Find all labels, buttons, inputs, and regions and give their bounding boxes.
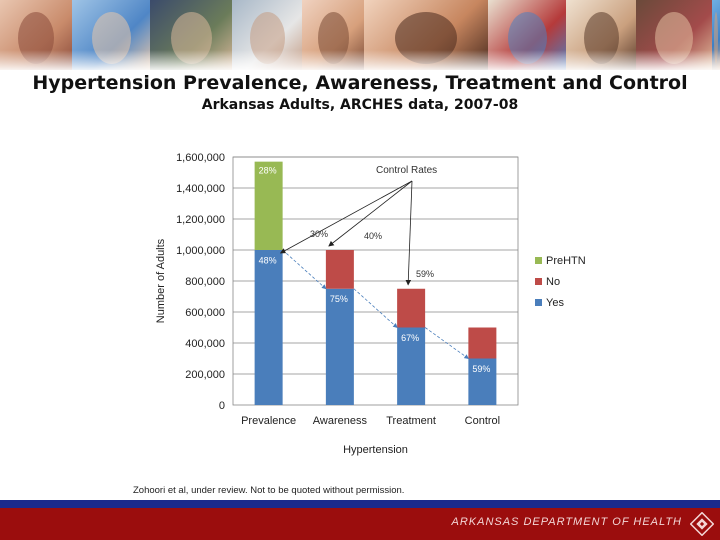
bar-percent-label: 48% <box>259 255 277 265</box>
y-tick-label: 1,400,000 <box>176 183 225 195</box>
girl-helmet-photo <box>712 0 720 70</box>
bar-yes-prevalence <box>254 250 283 405</box>
footer-blue-stripe <box>0 500 720 508</box>
dashed-connector <box>282 249 327 290</box>
bars <box>254 161 497 405</box>
legend: PreHTN No Yes <box>535 255 586 309</box>
bar-prehtn-prevalence <box>254 161 283 250</box>
control-rates-title: Control Rates <box>376 165 437 176</box>
bar-percent-labels: 28% 48% 75% 67% 59% <box>259 165 491 373</box>
y-tick-label: 1,200,000 <box>176 214 225 226</box>
dashed-connectors <box>282 249 470 359</box>
page-title: Hypertension Prevalence, Awareness, Trea… <box>32 72 688 94</box>
control-rate-label: 40% <box>364 231 382 241</box>
y-tick-label: 1,600,000 <box>176 152 225 164</box>
stacked-bar-chart: 0 200,000 400,000 600,000 800,000 1,000,000 1,… <box>155 152 586 456</box>
y-tick-label: 800,000 <box>185 276 225 288</box>
x-tick-label: Awareness <box>313 415 368 427</box>
legend-label: PreHTN <box>546 255 586 267</box>
bar-yes-control <box>468 358 497 405</box>
control-rate-label: 59% <box>416 269 434 279</box>
y-axis-label: Number of Adults <box>155 238 167 323</box>
control-rate-arrow <box>405 180 413 286</box>
legend-label: Yes <box>546 297 564 309</box>
y-tick-label: 1,000,000 <box>176 245 225 257</box>
bar-percent-label: 67% <box>401 333 419 343</box>
footer-red-bar <box>0 508 720 540</box>
x-tick-labels: Prevalence Awareness Treatment Control <box>241 415 500 427</box>
footnote: Zohoori et al, under review. Not to be q… <box>133 485 405 496</box>
bar-no-treatment <box>397 288 426 328</box>
bar-no-control <box>468 327 497 359</box>
legend-swatch-yes <box>535 299 542 306</box>
department-name: ARKANSAS DEPARTMENT OF HEALTH <box>451 516 682 528</box>
bar-no-awareness <box>325 250 354 289</box>
x-tick-label: Prevalence <box>241 415 296 427</box>
dashed-connector <box>424 327 470 359</box>
x-tick-label: Control <box>465 415 500 427</box>
control-rates-annotation: Control Rates 30% 40% 59% <box>279 165 437 286</box>
y-tick-labels: 0 200,000 400,000 600,000 800,000 1,000,000 1,… <box>176 152 225 412</box>
y-tick-label: 600,000 <box>185 307 225 319</box>
photo-banner <box>0 0 720 70</box>
bar-yes-awareness <box>325 288 354 405</box>
x-axis-label: Hypertension <box>343 444 408 456</box>
control-rate-arrow <box>328 180 413 247</box>
control-rate-arrow <box>279 180 413 254</box>
legend-swatch-prehtn <box>535 257 542 264</box>
legend-label: No <box>546 276 560 288</box>
y-tick-label: 400,000 <box>185 338 225 350</box>
bar-percent-label: 28% <box>259 165 277 175</box>
y-tick-label: 200,000 <box>185 369 225 381</box>
bar-percent-label: 59% <box>472 364 490 374</box>
legend-swatch-no <box>535 278 542 285</box>
x-tick-label: Treatment <box>386 415 436 427</box>
y-tick-label: 0 <box>219 400 225 412</box>
bar-yes-treatment <box>397 327 426 405</box>
dashed-connector <box>353 288 398 329</box>
bar-percent-label: 75% <box>330 294 348 304</box>
department-seal-icon <box>690 512 714 536</box>
page-subtitle: Arkansas Adults, ARCHES data, 2007-08 <box>201 97 519 113</box>
control-rate-label: 30% <box>310 229 328 239</box>
